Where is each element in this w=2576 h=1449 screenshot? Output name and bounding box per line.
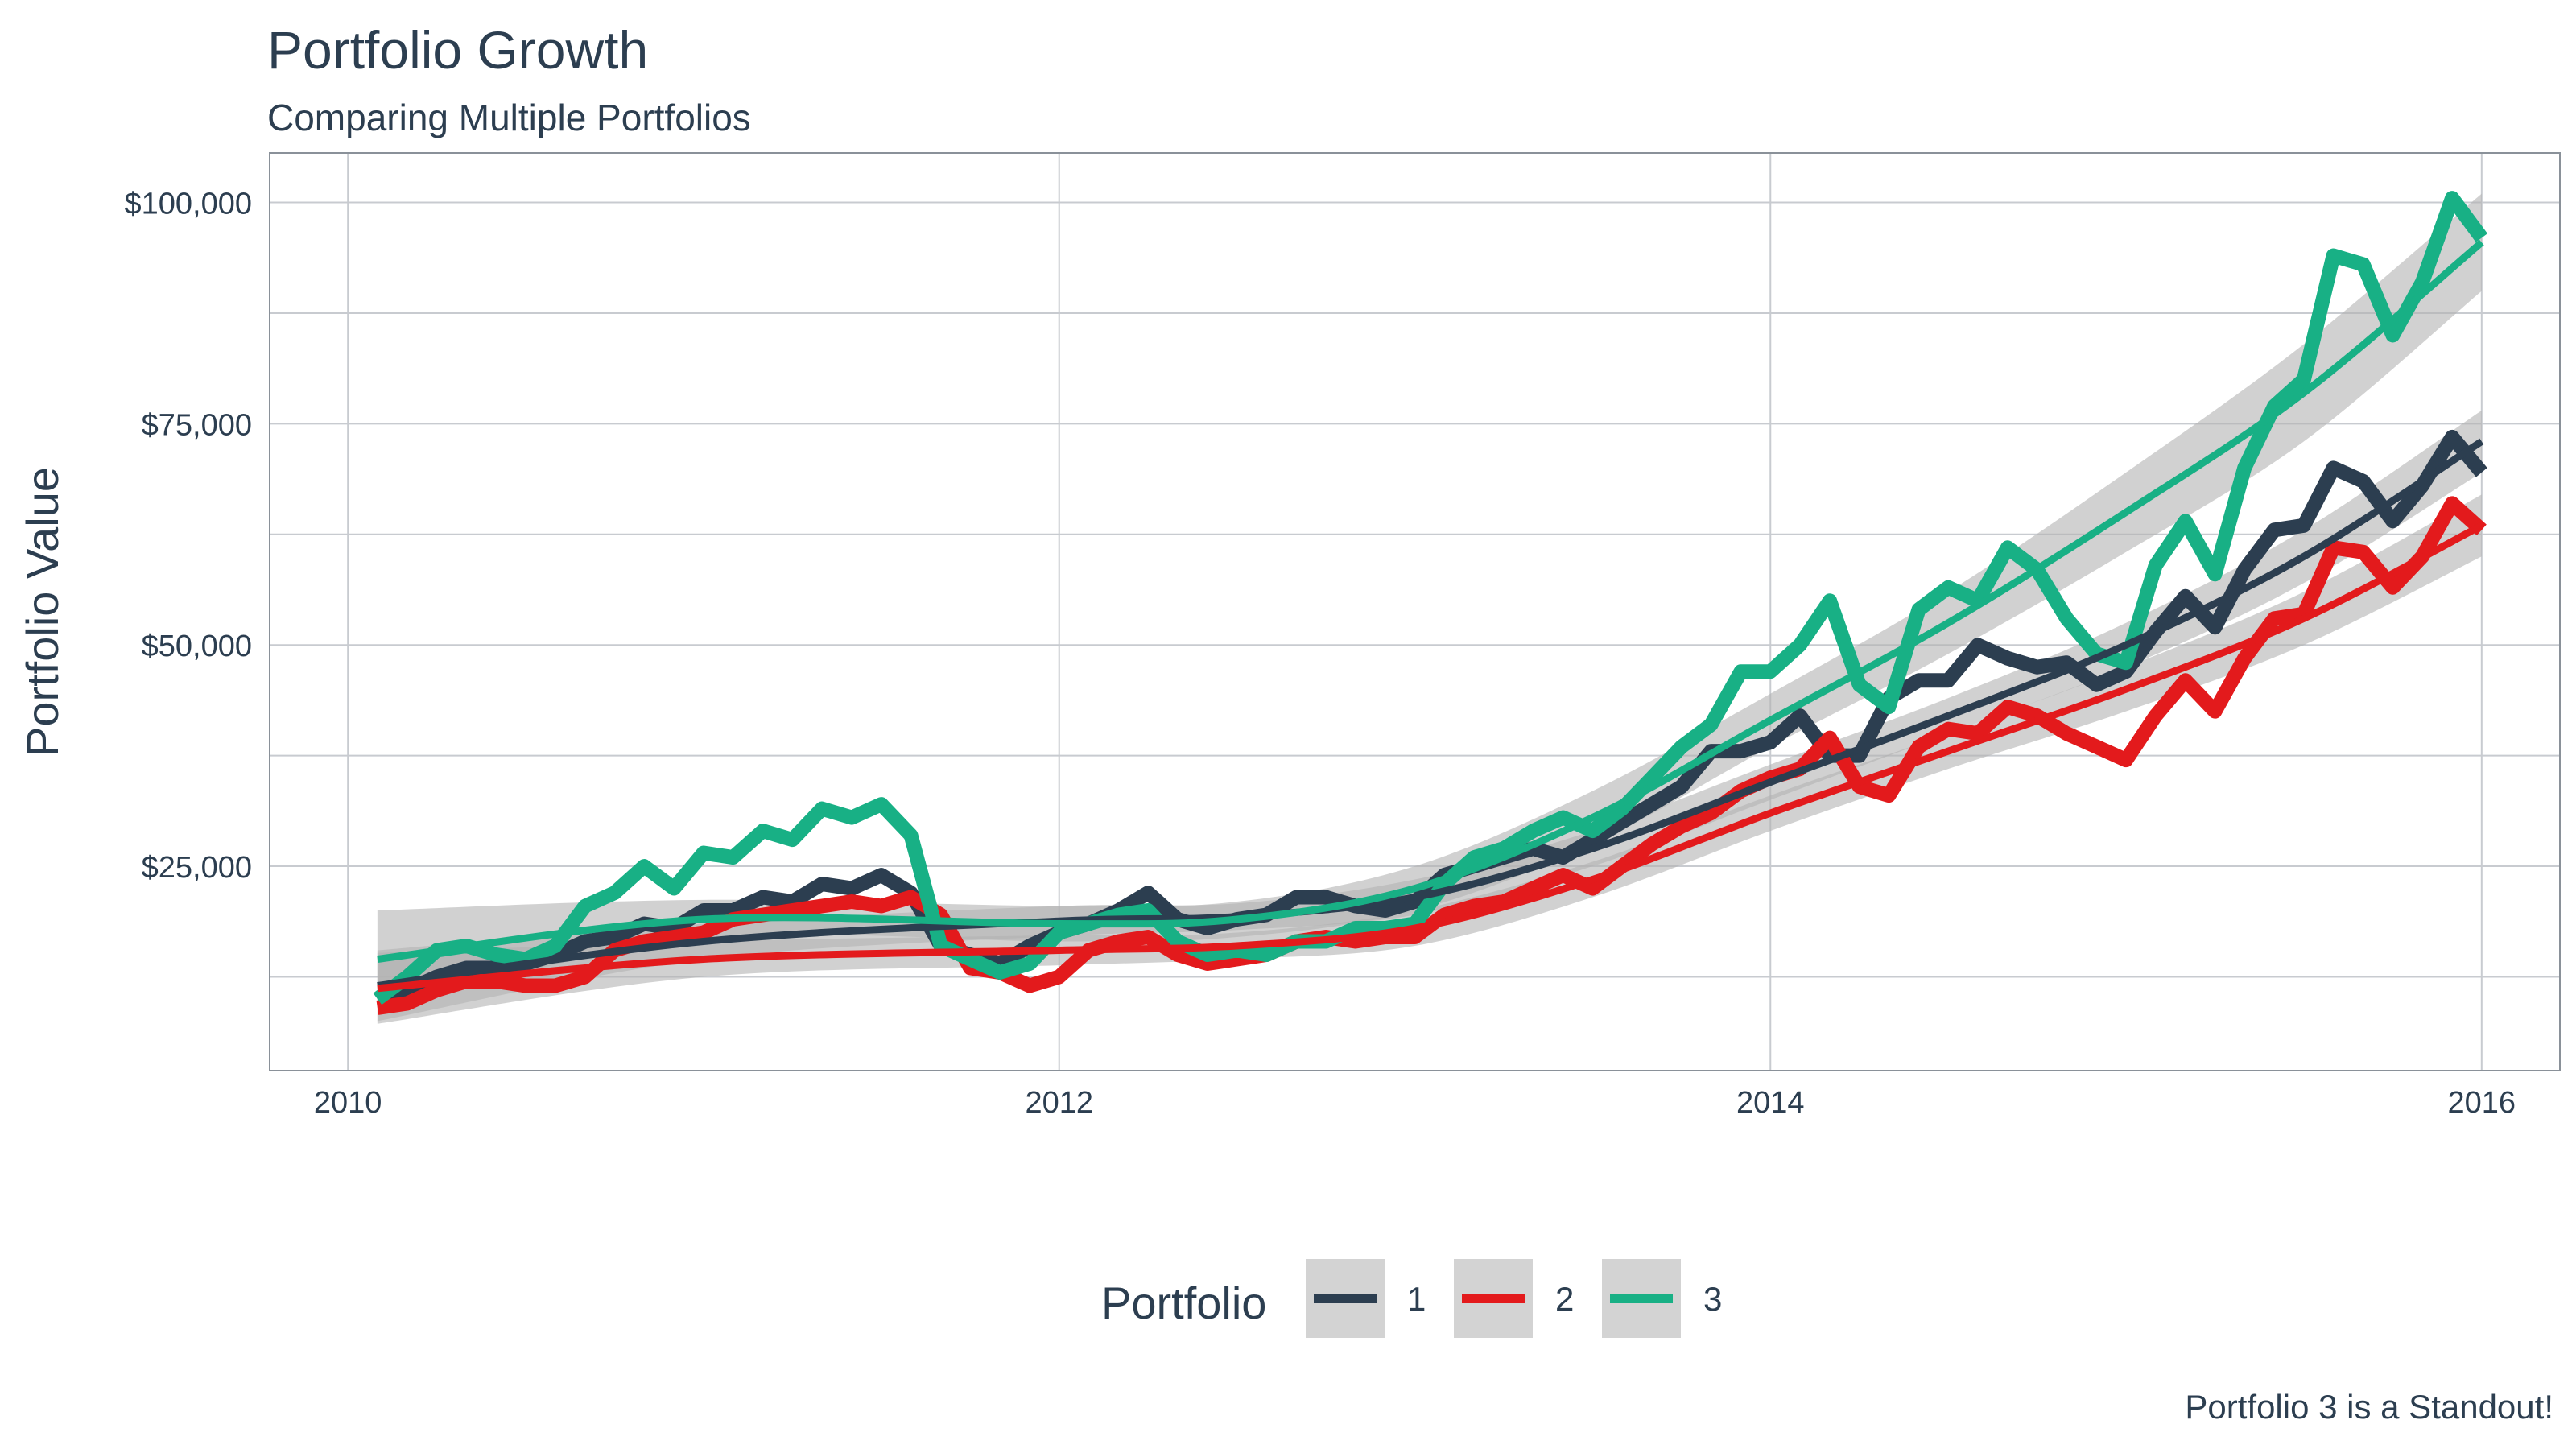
y-tick-labels: $25,000 $50,000 $75,000 $100,000: [125, 188, 253, 885]
smooth-line-3: [377, 239, 2484, 963]
legend-item-3: 3: [1602, 1259, 1722, 1338]
legend-item-1: 1: [1306, 1259, 1426, 1338]
x-tick-label: 2012: [1025, 1086, 1093, 1120]
y-tick-label: $50,000: [142, 630, 252, 663]
legend-label-1: 1: [1407, 1280, 1426, 1318]
x-tick-label: 2014: [1736, 1086, 1805, 1120]
y-tick-label: $25,000: [142, 851, 252, 885]
legend-title: Portfolio: [1101, 1278, 1266, 1328]
chart-caption: Portfolio 3 is a Standout!: [2185, 1388, 2553, 1426]
x-tick-labels: 2010 2012 2014 2016: [314, 1086, 2516, 1120]
legend-label-3: 3: [1703, 1280, 1722, 1318]
smooth-line-layer: [377, 239, 2484, 993]
legend-label-2: 2: [1555, 1280, 1574, 1318]
y-axis-title: Portfolio Value: [17, 467, 68, 757]
legend-item-2: 2: [1454, 1259, 1574, 1338]
y-tick-label: $100,000: [125, 188, 253, 221]
x-tick-label: 2016: [2448, 1086, 2516, 1120]
x-tick-label: 2010: [314, 1086, 382, 1120]
legend: Portfolio 1 2 3: [1101, 1259, 1722, 1338]
chart-title: Portfolio Growth: [267, 20, 648, 80]
smooth-line-2: [377, 522, 2483, 993]
plot-panel-border: [269, 152, 2561, 1071]
chart-subtitle: Comparing Multiple Portfolios: [267, 97, 751, 138]
y-tick-label: $75,000: [142, 408, 252, 442]
smooth-line-1: [377, 438, 2484, 989]
